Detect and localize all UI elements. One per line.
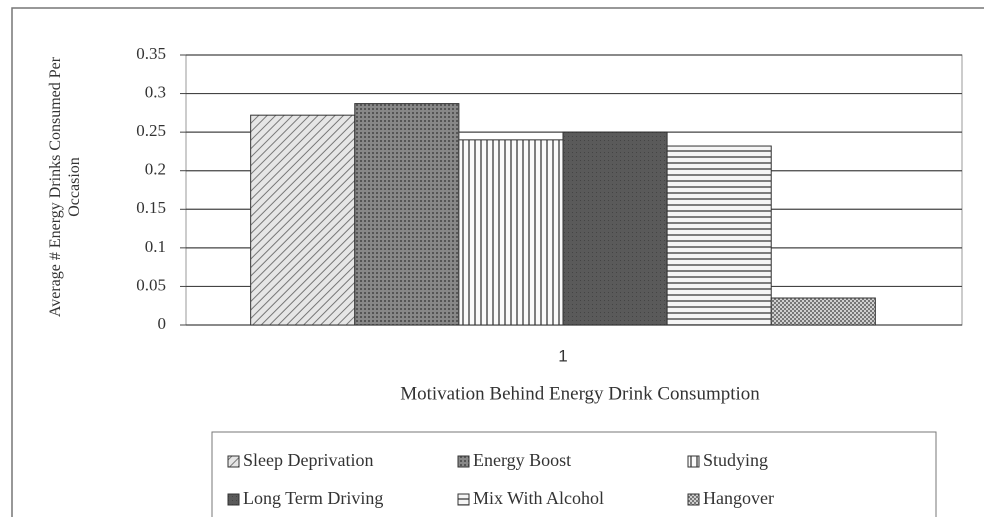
y-tick-label: 0.25 bbox=[136, 121, 166, 140]
legend-label: Studying bbox=[703, 450, 768, 470]
legend-label: Energy Boost bbox=[473, 450, 571, 470]
legend bbox=[211, 431, 937, 517]
y-tick-label: 0.3 bbox=[145, 82, 166, 101]
legend-swatch bbox=[457, 455, 470, 468]
legend-swatch bbox=[687, 493, 700, 506]
y-axis-label: Average # Energy Drinks Consumed Per Occ… bbox=[47, 56, 83, 318]
x-axis-label: Motivation Behind Energy Drink Consumpti… bbox=[400, 383, 760, 404]
x-tick-label: 1 bbox=[558, 346, 567, 365]
y-tick-label: 0.05 bbox=[136, 275, 166, 294]
bar bbox=[666, 145, 772, 326]
y-tick-label: 0.35 bbox=[136, 44, 166, 63]
bar bbox=[458, 139, 564, 326]
y-tick-label: 0.15 bbox=[136, 198, 166, 217]
bar bbox=[562, 131, 668, 326]
legend-label: Hangover bbox=[703, 488, 774, 508]
y-tick-label: 0.1 bbox=[145, 237, 166, 256]
chart-border bbox=[11, 7, 984, 517]
y-tick-label: 0 bbox=[158, 314, 167, 333]
legend-label: Mix With Alcohol bbox=[473, 488, 604, 508]
bar bbox=[250, 114, 356, 326]
bar bbox=[770, 297, 876, 326]
legend-label: Long Term Driving bbox=[243, 488, 383, 508]
y-tick-label: 0.2 bbox=[145, 160, 166, 179]
bar bbox=[354, 103, 460, 326]
legend-swatch bbox=[227, 493, 240, 506]
legend-swatch bbox=[687, 455, 700, 468]
legend-label: Sleep Deprivation bbox=[243, 450, 373, 470]
legend-swatch bbox=[457, 493, 470, 506]
legend-swatch bbox=[227, 455, 240, 468]
